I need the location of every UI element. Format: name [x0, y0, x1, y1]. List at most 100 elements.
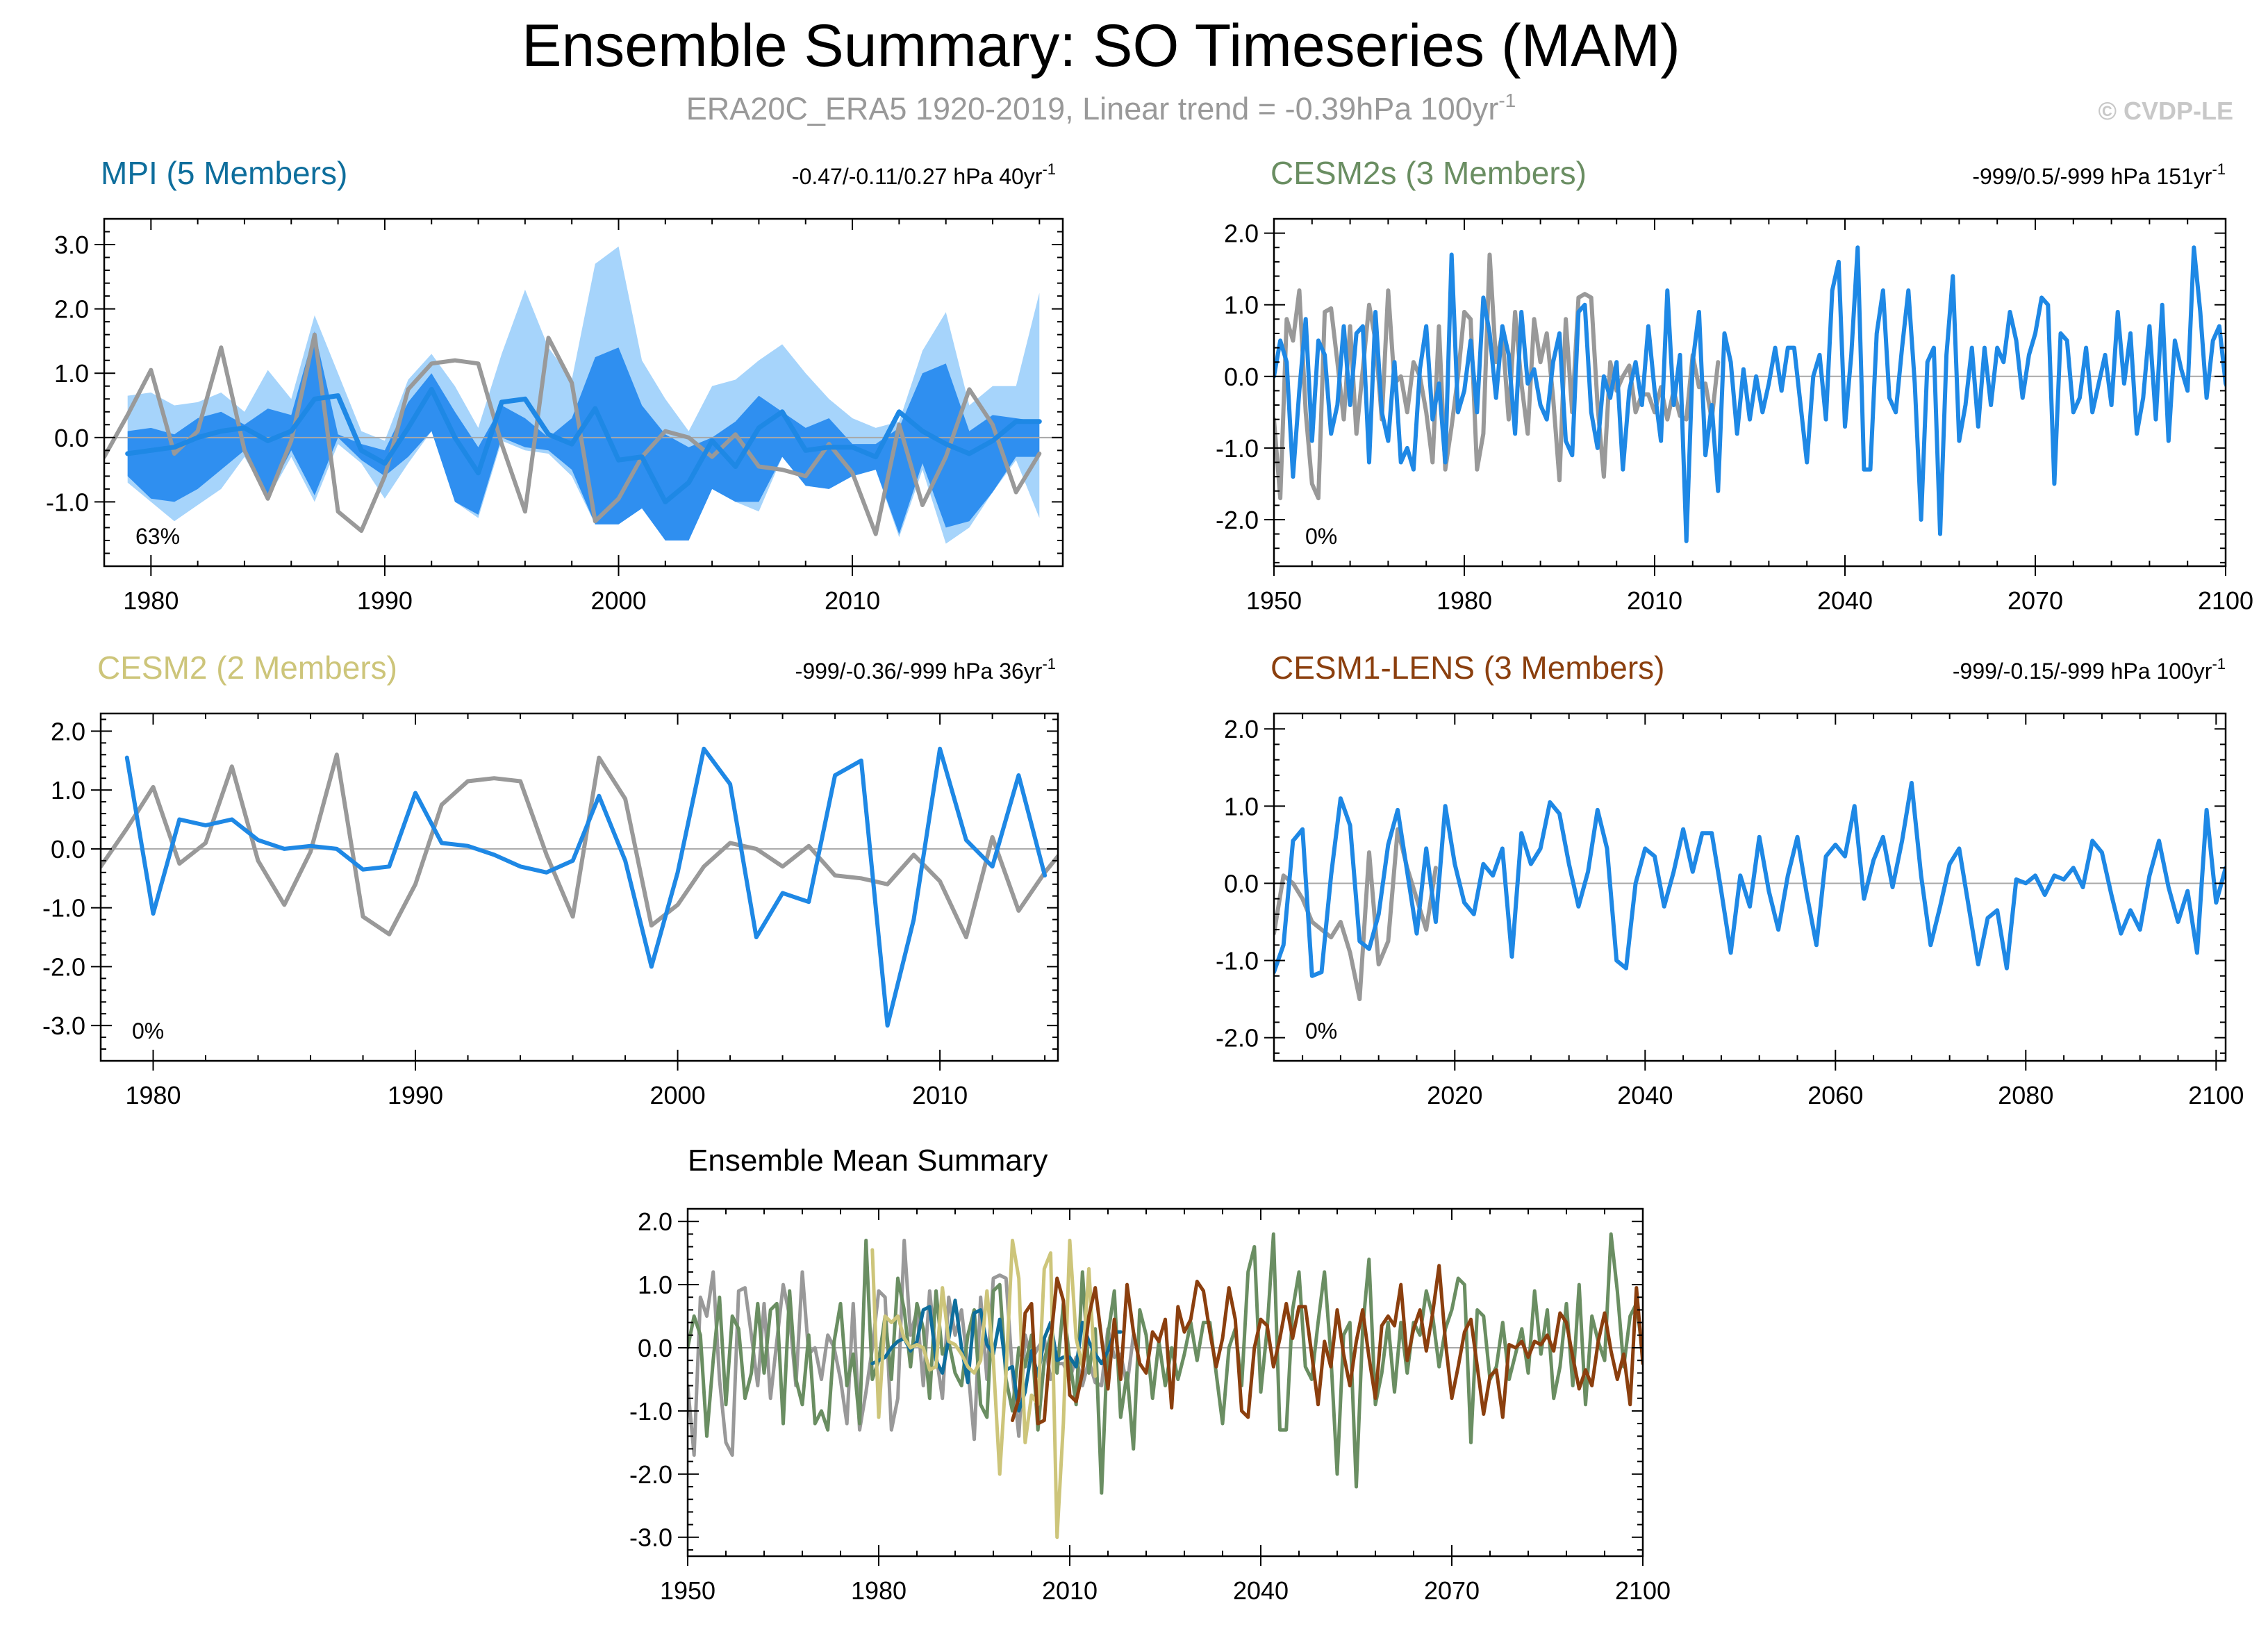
x-tick-label: 2010 [1627, 586, 1682, 615]
trend-label: -0.47/-0.11/0.27 hPa 40yr-1 [792, 160, 1056, 189]
y-tick-label: 2.0 [1224, 220, 1259, 248]
plot-frame [686, 1207, 1644, 1558]
y-tick-label: 1.0 [1224, 291, 1259, 320]
figure-title: Ensemble Summary: SO Timeseries (MAM) [522, 13, 1680, 79]
trend-label: -999/-0.36/-999 hPa 36yr-1 [795, 655, 1056, 684]
panel-title: CESM1-LENS (3 Members) [1270, 650, 1664, 686]
trend-superscript: -1 [2212, 160, 2226, 178]
trend-label: -999/0.5/-999 hPa 151yr-1 [1972, 160, 2226, 189]
plot-frame [103, 217, 1064, 568]
trend-text: -0.47/-0.11/0.27 hPa 40yr [792, 164, 1043, 189]
plot-area [104, 246, 1063, 544]
y-tick-label: 2.0 [51, 717, 85, 745]
panel-ensemble-mean: Ensemble Mean Summary 2.0 1.0 0.0 -1.0 -2.0 -3… [629, 1144, 1671, 1605]
y-tick-label: 0.0 [51, 835, 85, 864]
x-tick-label: 2070 [1424, 1576, 1480, 1605]
percent-label: 63% [135, 524, 180, 549]
series-line-1 [1274, 245, 2226, 543]
y-tick-label: -3.0 [42, 1012, 85, 1040]
x-tick-label: 2010 [1042, 1576, 1098, 1605]
series-line-0 [1274, 827, 1438, 1002]
x-tick-label: 2000 [590, 586, 646, 615]
panel-title: CESM2 (2 Members) [97, 650, 397, 686]
panel-mpi: MPI (5 Members) -0.47/-0.11/0.27 hPa 40yr… [46, 155, 1064, 615]
panel-cesm2s: CESM2s (3 Members) -999/0.5/-999 hPa 151y… [1216, 155, 2253, 615]
plot-area [688, 1232, 1643, 1540]
series-line-4 [1011, 1264, 1643, 1426]
y-tick-label: -1.0 [1216, 434, 1259, 463]
y-tick-label: 0.0 [1224, 869, 1259, 898]
subtitle-superscript: -1 [1498, 90, 1516, 111]
x-tick-label: 2020 [1427, 1081, 1482, 1109]
y-tick-label: 1.0 [54, 359, 89, 388]
y-tick-label: -2.0 [629, 1460, 672, 1489]
trend-text: -999/0.5/-999 hPa 151yr [1972, 164, 2212, 189]
x-tick-label: 2080 [1998, 1081, 2053, 1109]
y-tick-label: 0.0 [1224, 363, 1259, 391]
y-tick-label: -2.0 [1216, 506, 1259, 534]
x-tick-label: 2000 [650, 1081, 706, 1109]
plot-area [1274, 781, 2226, 1002]
trend-superscript: -1 [2212, 655, 2226, 672]
trend-label: -999/-0.15/-999 hPa 100yr-1 [1953, 655, 2226, 684]
plot-frame [99, 712, 1059, 1062]
plot-area [1274, 245, 2226, 543]
series-line-3 [870, 1239, 1098, 1540]
plot-area [101, 746, 1058, 1028]
x-tick-label: 2040 [1617, 1081, 1673, 1109]
y-tick-label: -1.0 [46, 488, 89, 516]
series-line-1 [124, 746, 1048, 1028]
x-tick-label: 2070 [2008, 586, 2063, 615]
y-tick-label: -2.0 [42, 952, 85, 981]
panel-cesm1-lens: CESM1-LENS (3 Members) -999/-0.15/-999 hP… [1216, 650, 2244, 1109]
y-tick-label: -2.0 [1216, 1024, 1259, 1053]
x-tick-label: 2100 [1615, 1576, 1671, 1605]
x-tick-label: 2040 [1817, 586, 1873, 615]
panel-cesm2: CESM2 (2 Members) -999/-0.36/-999 hPa 36y… [42, 650, 1059, 1109]
y-tick-label: 1.0 [638, 1271, 672, 1299]
panel-title: MPI (5 Members) [101, 155, 347, 191]
x-tick-label: 1950 [1246, 586, 1302, 615]
percent-label: 0% [1305, 524, 1337, 549]
x-tick-label: 1980 [123, 586, 179, 615]
percent-label: 0% [1305, 1018, 1337, 1043]
y-tick-label: 2.0 [1224, 715, 1259, 743]
subtitle-text: ERA20C_ERA5 1920-2019, Linear trend = -0… [686, 91, 1499, 126]
series-line-1 [1274, 781, 2226, 978]
y-tick-label: -3.0 [629, 1524, 672, 1552]
y-tick-label: -1.0 [42, 894, 85, 923]
x-tick-label: 2040 [1233, 1576, 1289, 1605]
trend-text: -999/-0.15/-999 hPa 100yr [1953, 659, 2212, 684]
x-tick-label: 2100 [2198, 586, 2253, 615]
y-tick-label: 2.0 [54, 295, 89, 324]
series-line-1 [688, 1232, 1643, 1495]
x-tick-label: 1990 [357, 586, 413, 615]
trend-text: -999/-0.36/-999 hPa 36yr [795, 659, 1043, 684]
panel-title: Ensemble Mean Summary [688, 1144, 1048, 1178]
plot-frame [1273, 712, 2227, 1062]
y-tick-label: 3.0 [54, 231, 89, 259]
plot-frame [1273, 217, 2227, 568]
trend-superscript: -1 [1042, 160, 1056, 178]
x-tick-label: 1980 [1437, 586, 1492, 615]
figure-subtitle: ERA20C_ERA5 1920-2019, Linear trend = -0… [686, 90, 1516, 126]
series-line-1 [125, 386, 1042, 504]
x-tick-label: 1990 [388, 1081, 443, 1109]
x-tick-label: 2100 [2188, 1081, 2244, 1109]
y-tick-label: -1.0 [629, 1397, 672, 1426]
y-tick-label: 0.0 [54, 424, 89, 452]
panel-title: CESM2s (3 Members) [1270, 155, 1587, 191]
spread-band-inner [127, 331, 1040, 540]
series-line-0 [101, 752, 1058, 939]
y-tick-label: 1.0 [51, 776, 85, 804]
x-tick-label: 2060 [1807, 1081, 1863, 1109]
series-line-0 [104, 332, 1042, 536]
x-tick-label: 1980 [125, 1081, 181, 1109]
x-tick-label: 1980 [851, 1576, 907, 1605]
copyright-label: © CVDP-LE [2098, 97, 2233, 125]
x-tick-label: 2010 [825, 586, 880, 615]
x-tick-label: 1950 [660, 1576, 715, 1605]
trend-superscript: -1 [1042, 655, 1056, 672]
x-tick-label: 2010 [912, 1081, 968, 1109]
